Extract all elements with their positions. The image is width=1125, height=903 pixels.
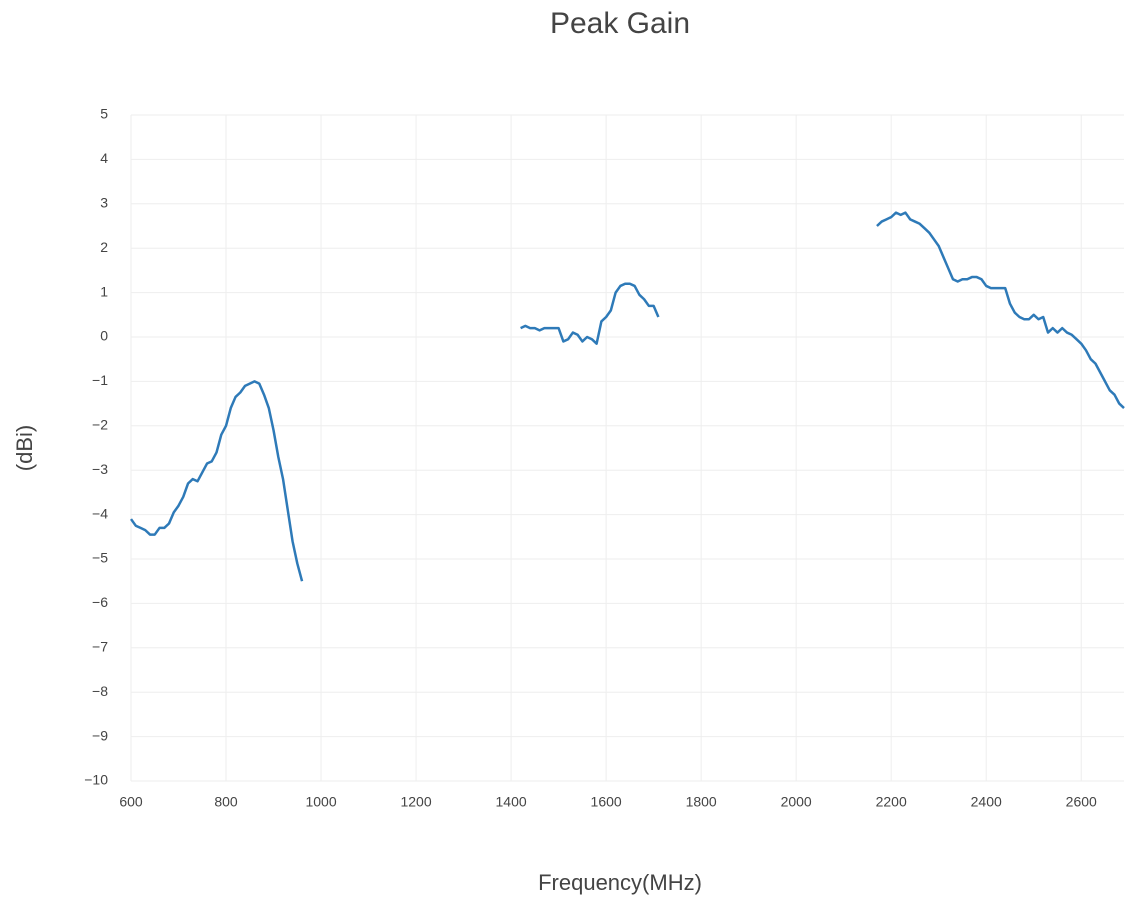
y-axis-title: (dBi)	[12, 425, 37, 471]
y-tick-label: −7	[92, 639, 108, 655]
line	[520, 282, 660, 345]
line	[876, 211, 1125, 409]
x-tick-label: 600	[119, 794, 143, 810]
line	[129, 380, 304, 582]
x-tick-label: 2000	[781, 794, 812, 810]
y-tick-label: −8	[92, 683, 108, 699]
x-tick-label: 1000	[305, 794, 336, 810]
grid	[130, 114, 1124, 782]
y-tick-label: 3	[100, 195, 108, 211]
y-tick-label: −3	[92, 461, 108, 477]
x-tick-label: 2400	[971, 794, 1002, 810]
y-tick-label: 1	[100, 283, 108, 299]
x-tick-label: 1400	[496, 794, 527, 810]
y-tick-label: −6	[92, 594, 108, 610]
x-tick-label: 1600	[591, 794, 622, 810]
x-tick-label: 800	[214, 794, 238, 810]
x-tick-label: 1200	[400, 794, 431, 810]
chart-title: Peak Gain	[550, 7, 690, 40]
y-tick-label: −5	[92, 550, 108, 566]
y-tick-label: −2	[92, 417, 108, 433]
y-tick-label: 2	[100, 239, 108, 255]
y-tick-label: −1	[92, 372, 108, 388]
y-tick-label: 0	[100, 328, 108, 344]
y-tick-label: −10	[84, 772, 108, 788]
x-tick-label: 2600	[1066, 794, 1097, 810]
x-axis-title: Frequency(MHz)	[538, 870, 702, 895]
y-tick-label: 5	[100, 106, 108, 122]
y-tick-label: 4	[100, 150, 108, 166]
y-tick-label: −4	[92, 505, 108, 521]
x-tick-label: 1800	[686, 794, 717, 810]
x-tick-label: 2200	[876, 794, 907, 810]
y-tick-label: −9	[92, 727, 108, 743]
